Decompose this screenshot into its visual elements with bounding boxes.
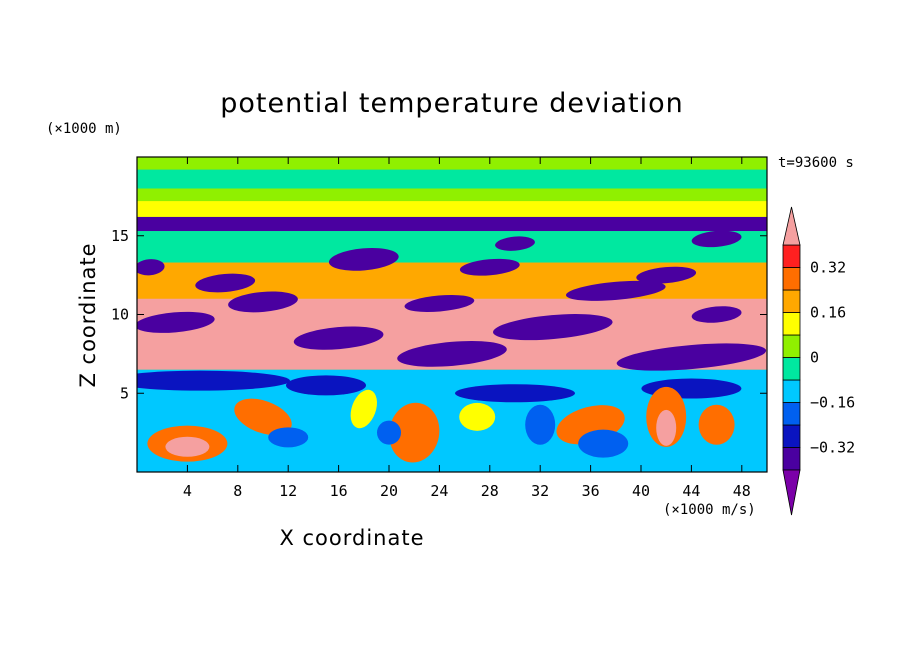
field-band	[137, 216, 767, 232]
y-axis-label: Z coordinate	[76, 242, 100, 388]
colorbar-segment	[782, 267, 801, 291]
colorbar-segment	[782, 447, 801, 471]
y-tick-label: 5	[120, 384, 129, 402]
field-blob	[228, 291, 298, 313]
colorbar-segment	[782, 334, 801, 358]
y-tick-label: 10	[111, 306, 129, 324]
colorbar-segment	[782, 379, 801, 403]
x-axis: 4 8 12 16 20 24 28 32 36 40 44 48	[183, 157, 751, 500]
x-tick-label: 28	[481, 482, 499, 500]
colorbar-segment	[782, 289, 801, 313]
field-blob	[578, 429, 629, 458]
field-blob	[195, 273, 256, 293]
colorbar-segment	[782, 357, 801, 381]
field-blob	[459, 402, 496, 431]
field-band	[137, 201, 767, 217]
field-blob	[455, 384, 575, 403]
x-tick-label: 16	[330, 482, 348, 500]
y-unit-label: (×1000 m)	[46, 121, 122, 137]
field-blob	[525, 404, 556, 445]
field-blob	[234, 398, 292, 436]
x-tick-label: 48	[733, 482, 751, 500]
field-blob	[495, 236, 535, 251]
field-blob	[636, 266, 697, 284]
field-blob	[286, 375, 366, 396]
contour-field	[137, 157, 767, 472]
colorbar-tick-label: 0.16	[810, 304, 846, 322]
field-blob	[459, 258, 520, 276]
x-unit-label: (×1000 m/s)	[663, 502, 756, 518]
field-blob	[389, 402, 440, 463]
field-blob	[397, 340, 507, 367]
colorbar-tick-label: −0.16	[810, 394, 855, 412]
colorbar-segment	[782, 312, 801, 336]
x-tick-label: 12	[279, 482, 297, 500]
field-blob	[616, 343, 767, 371]
colorbar-tick-label: 0.32	[810, 259, 846, 277]
colorbar: 0.32 0.16 0 −0.16 −0.32	[782, 206, 855, 516]
x-tick-label: 8	[233, 482, 242, 500]
field-blob	[493, 314, 613, 341]
y-axis: 5 10 15	[111, 227, 767, 402]
colorbar-extend-bottom	[782, 469, 801, 516]
x-tick-label: 40	[632, 482, 650, 500]
field-band	[137, 231, 767, 263]
field-blob	[350, 389, 377, 429]
x-tick-label: 24	[430, 482, 448, 500]
colorbar-tick-label: −0.32	[810, 439, 855, 457]
x-tick-label: 44	[682, 482, 700, 500]
x-tick-label: 20	[380, 482, 398, 500]
field-blob	[698, 404, 735, 445]
field-blob	[137, 259, 165, 276]
field-blob	[377, 420, 401, 445]
colorbar-segment	[782, 402, 801, 426]
colorbar-segment	[782, 424, 801, 448]
x-tick-label: 4	[183, 482, 192, 500]
x-tick-label: 32	[531, 482, 549, 500]
field-blob	[137, 311, 215, 333]
field-blob	[137, 370, 290, 391]
colorbar-tick-label: 0	[810, 349, 819, 367]
field-blob	[404, 294, 475, 313]
field-blob	[565, 280, 666, 301]
y-tick-label: 15	[111, 227, 129, 245]
colorbar-segment	[782, 244, 801, 268]
x-axis-label: X coordinate	[279, 526, 425, 550]
field-blob	[691, 230, 742, 248]
time-label: t=93600 s	[778, 155, 854, 171]
x-tick-label: 36	[582, 482, 600, 500]
field-blob	[656, 409, 677, 446]
field-blob	[293, 326, 384, 350]
colorbar-extend-top	[782, 206, 801, 246]
field-blob	[691, 306, 742, 323]
field-blob	[165, 436, 210, 457]
chart-title: potential temperature deviation	[220, 88, 684, 119]
field-band	[137, 169, 767, 189]
field-blob	[268, 427, 309, 448]
field-blob	[328, 248, 399, 271]
